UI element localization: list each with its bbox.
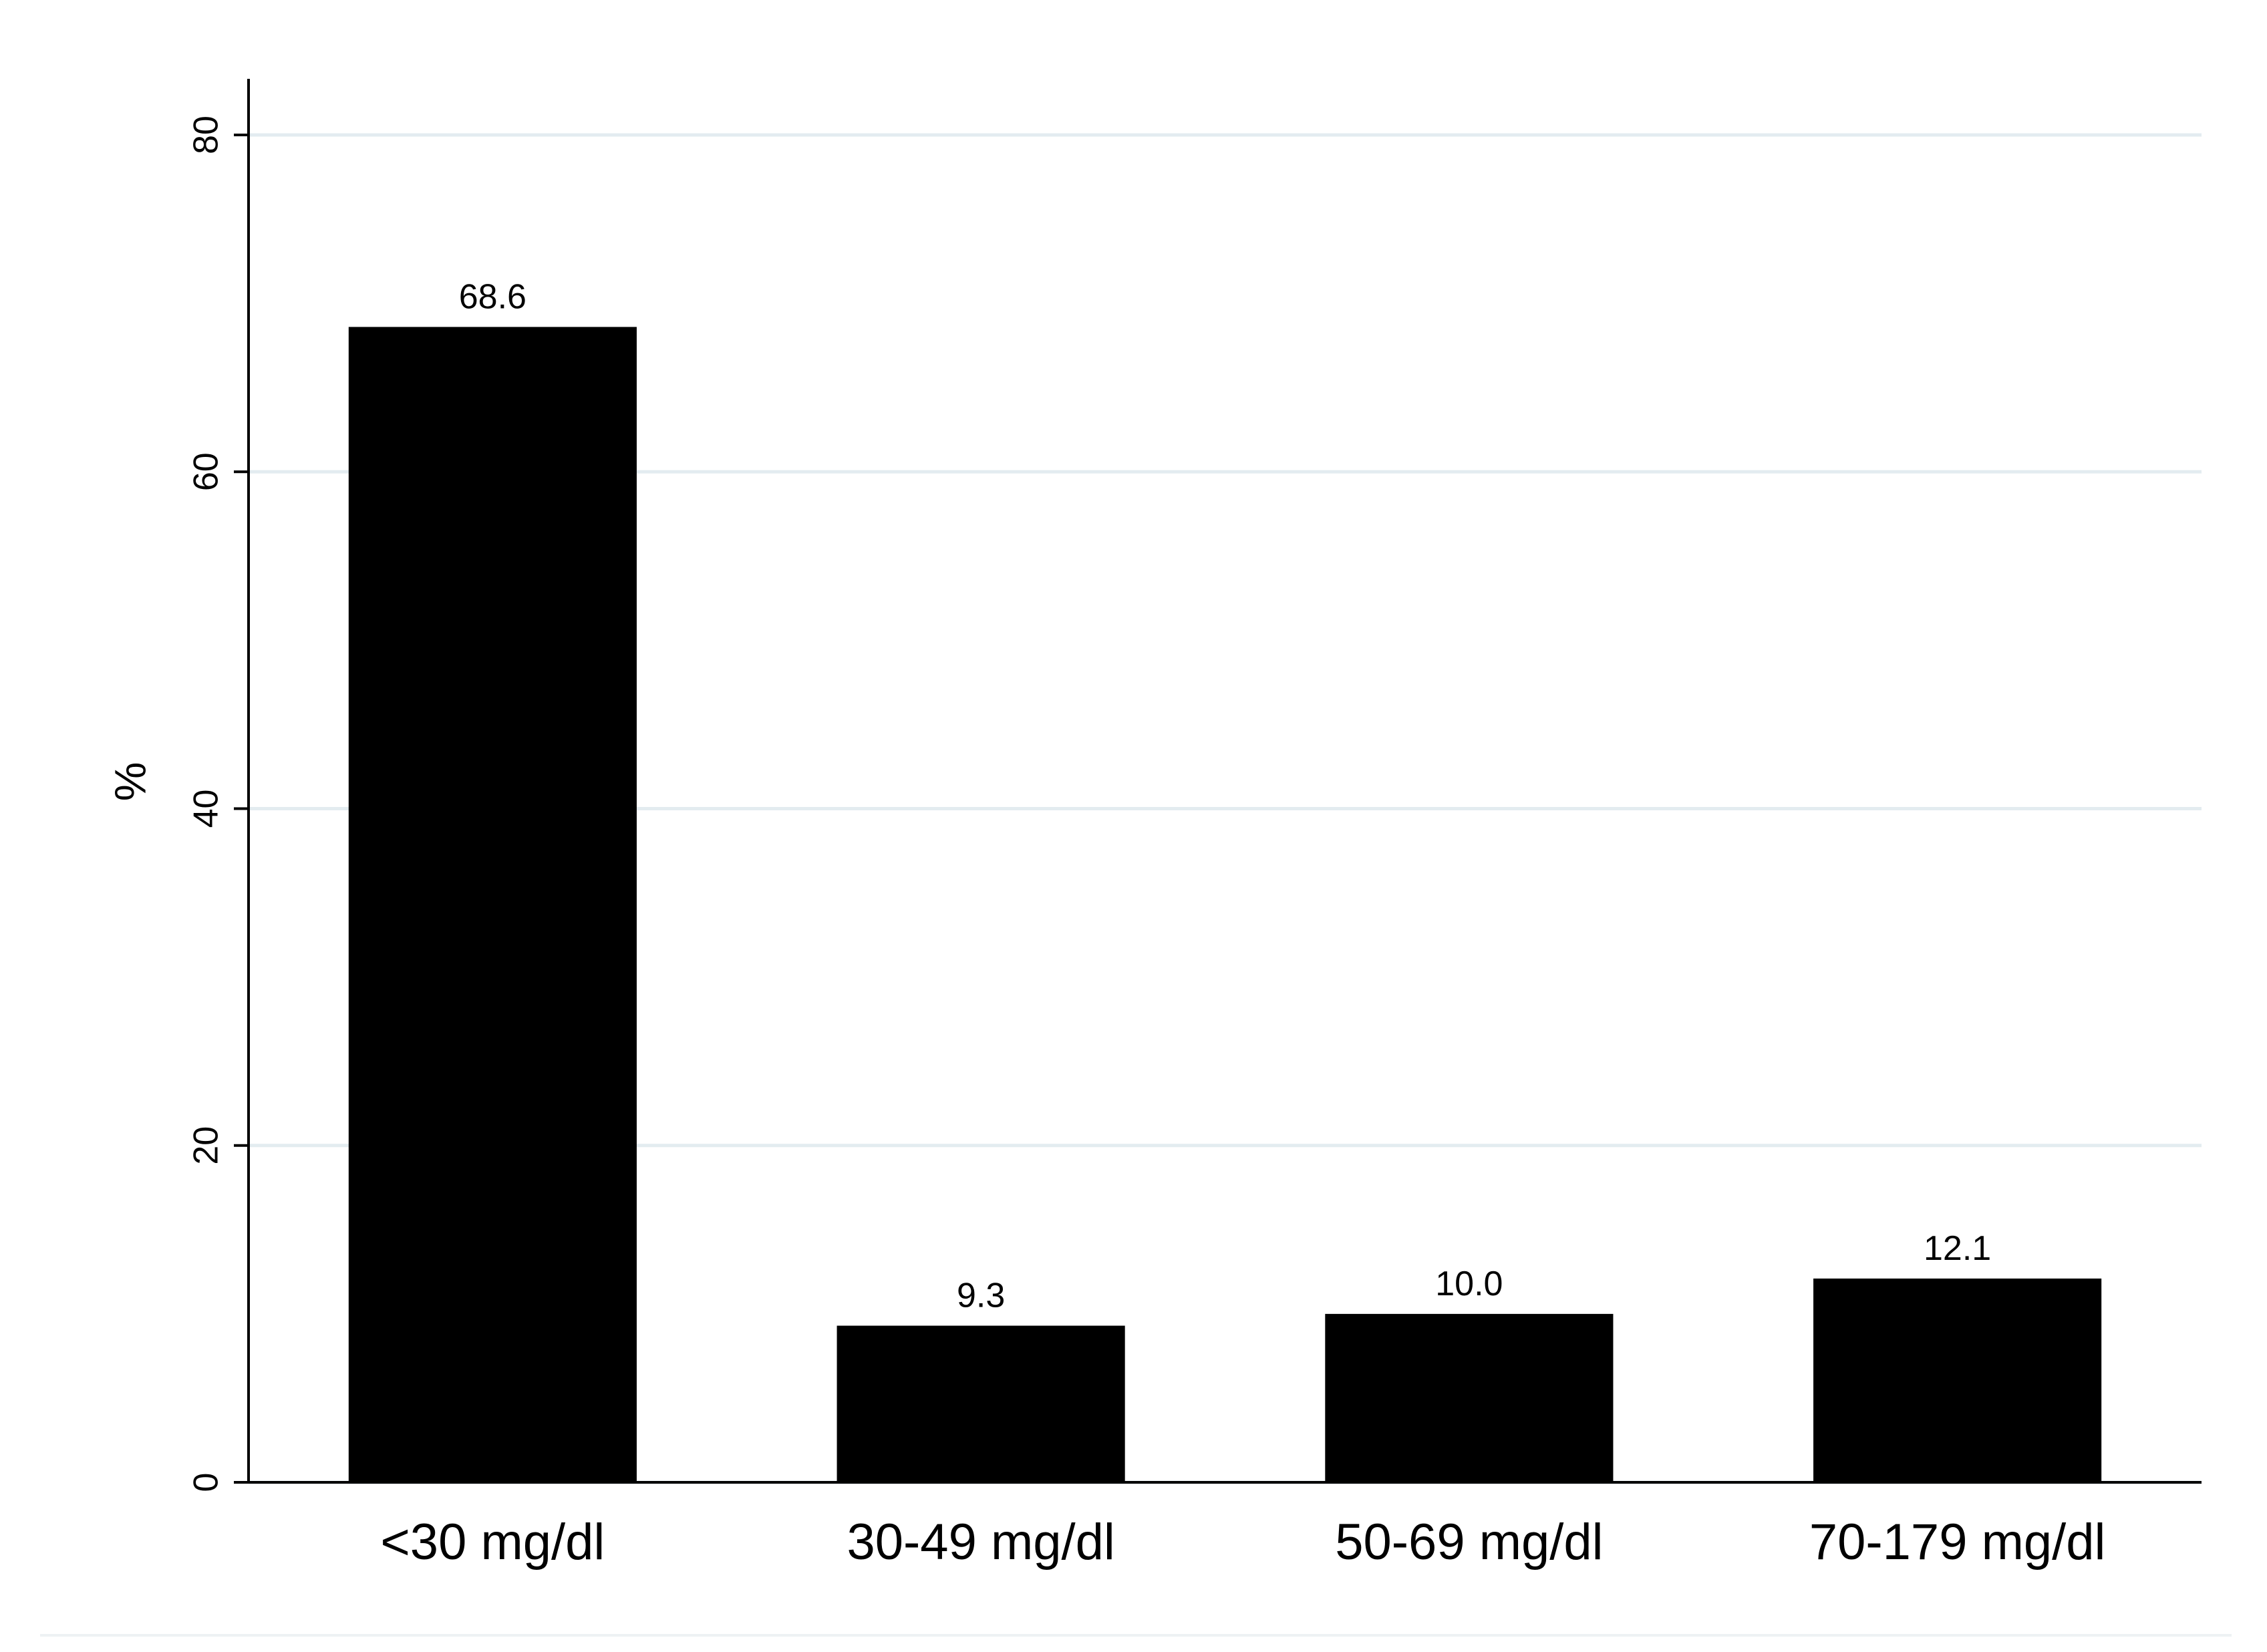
value-label: 12.1 bbox=[1924, 1229, 1991, 1268]
y-tick-label: 60 bbox=[187, 452, 226, 491]
y-tick-label: 40 bbox=[187, 790, 226, 828]
y-tick-label: 80 bbox=[187, 116, 226, 154]
y-tick-label: 0 bbox=[187, 1473, 226, 1492]
y-tick-label: 20 bbox=[187, 1126, 226, 1165]
x-tick-label: 50-69 mg/dl bbox=[1335, 1514, 1603, 1571]
value-label: 9.3 bbox=[957, 1277, 1005, 1315]
bar bbox=[1813, 1278, 2102, 1482]
value-label: 10.0 bbox=[1435, 1265, 1503, 1303]
x-tick-label: <30 mg/dl bbox=[380, 1514, 605, 1571]
value-label: 68.6 bbox=[459, 277, 526, 316]
x-tick-label: 30-49 mg/dl bbox=[847, 1514, 1114, 1571]
bar bbox=[837, 1325, 1125, 1482]
y-axis-label: % bbox=[105, 762, 154, 802]
bar bbox=[348, 327, 637, 1482]
x-tick-label: 70-179 mg/dl bbox=[1809, 1514, 2106, 1571]
bar bbox=[1325, 1313, 1614, 1482]
